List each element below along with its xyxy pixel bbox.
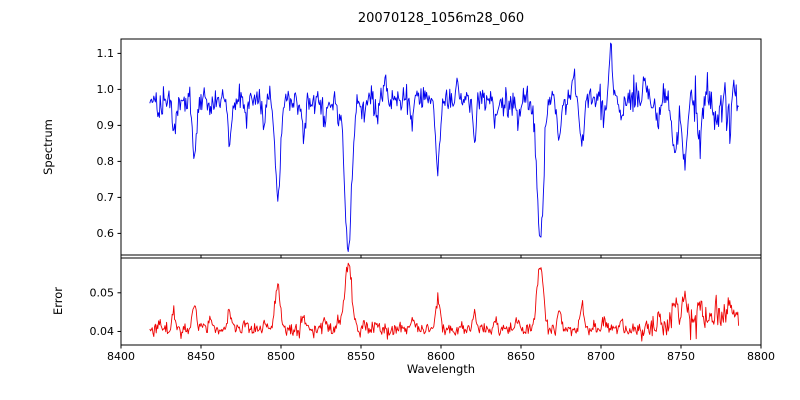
spectrum-y-tick-label: 1.0 [97,83,115,96]
spectrum-y-tick-label: 0.6 [97,227,115,240]
x-axis-label: Wavelength [406,362,476,376]
x-tick-label: 8400 [107,350,135,363]
error-panel-border [120,257,762,346]
spectrum-y-tick-label: 0.9 [97,119,115,132]
x-tick-label: 8450 [187,350,215,363]
chart-title: 20070128_1056m28_060 [357,11,525,26]
error-y-tick-label: 0.04 [90,325,115,338]
error-y-tick-label: 0.05 [90,286,115,299]
x-tick-label: 8800 [747,350,775,363]
y-axis-label-spectrum: Spectrum [41,119,55,175]
x-tick-label: 8550 [347,350,375,363]
spectrum-panel-border [120,38,762,256]
y-axis-label-error: Error [51,286,65,316]
spectrum-y-tick-label: 1.1 [97,47,115,60]
error-line [149,262,740,342]
spectrum-y-tick-label: 0.8 [97,155,115,168]
x-tick-label: 8700 [587,350,615,363]
x-tick-label: 8600 [427,350,455,363]
x-tick-label: 8500 [267,350,295,363]
spectrum-y-tick-label: 0.7 [97,191,115,204]
spectrum-line [149,42,739,252]
x-tick-label: 8650 [507,350,535,363]
x-tick-label: 8750 [667,350,695,363]
